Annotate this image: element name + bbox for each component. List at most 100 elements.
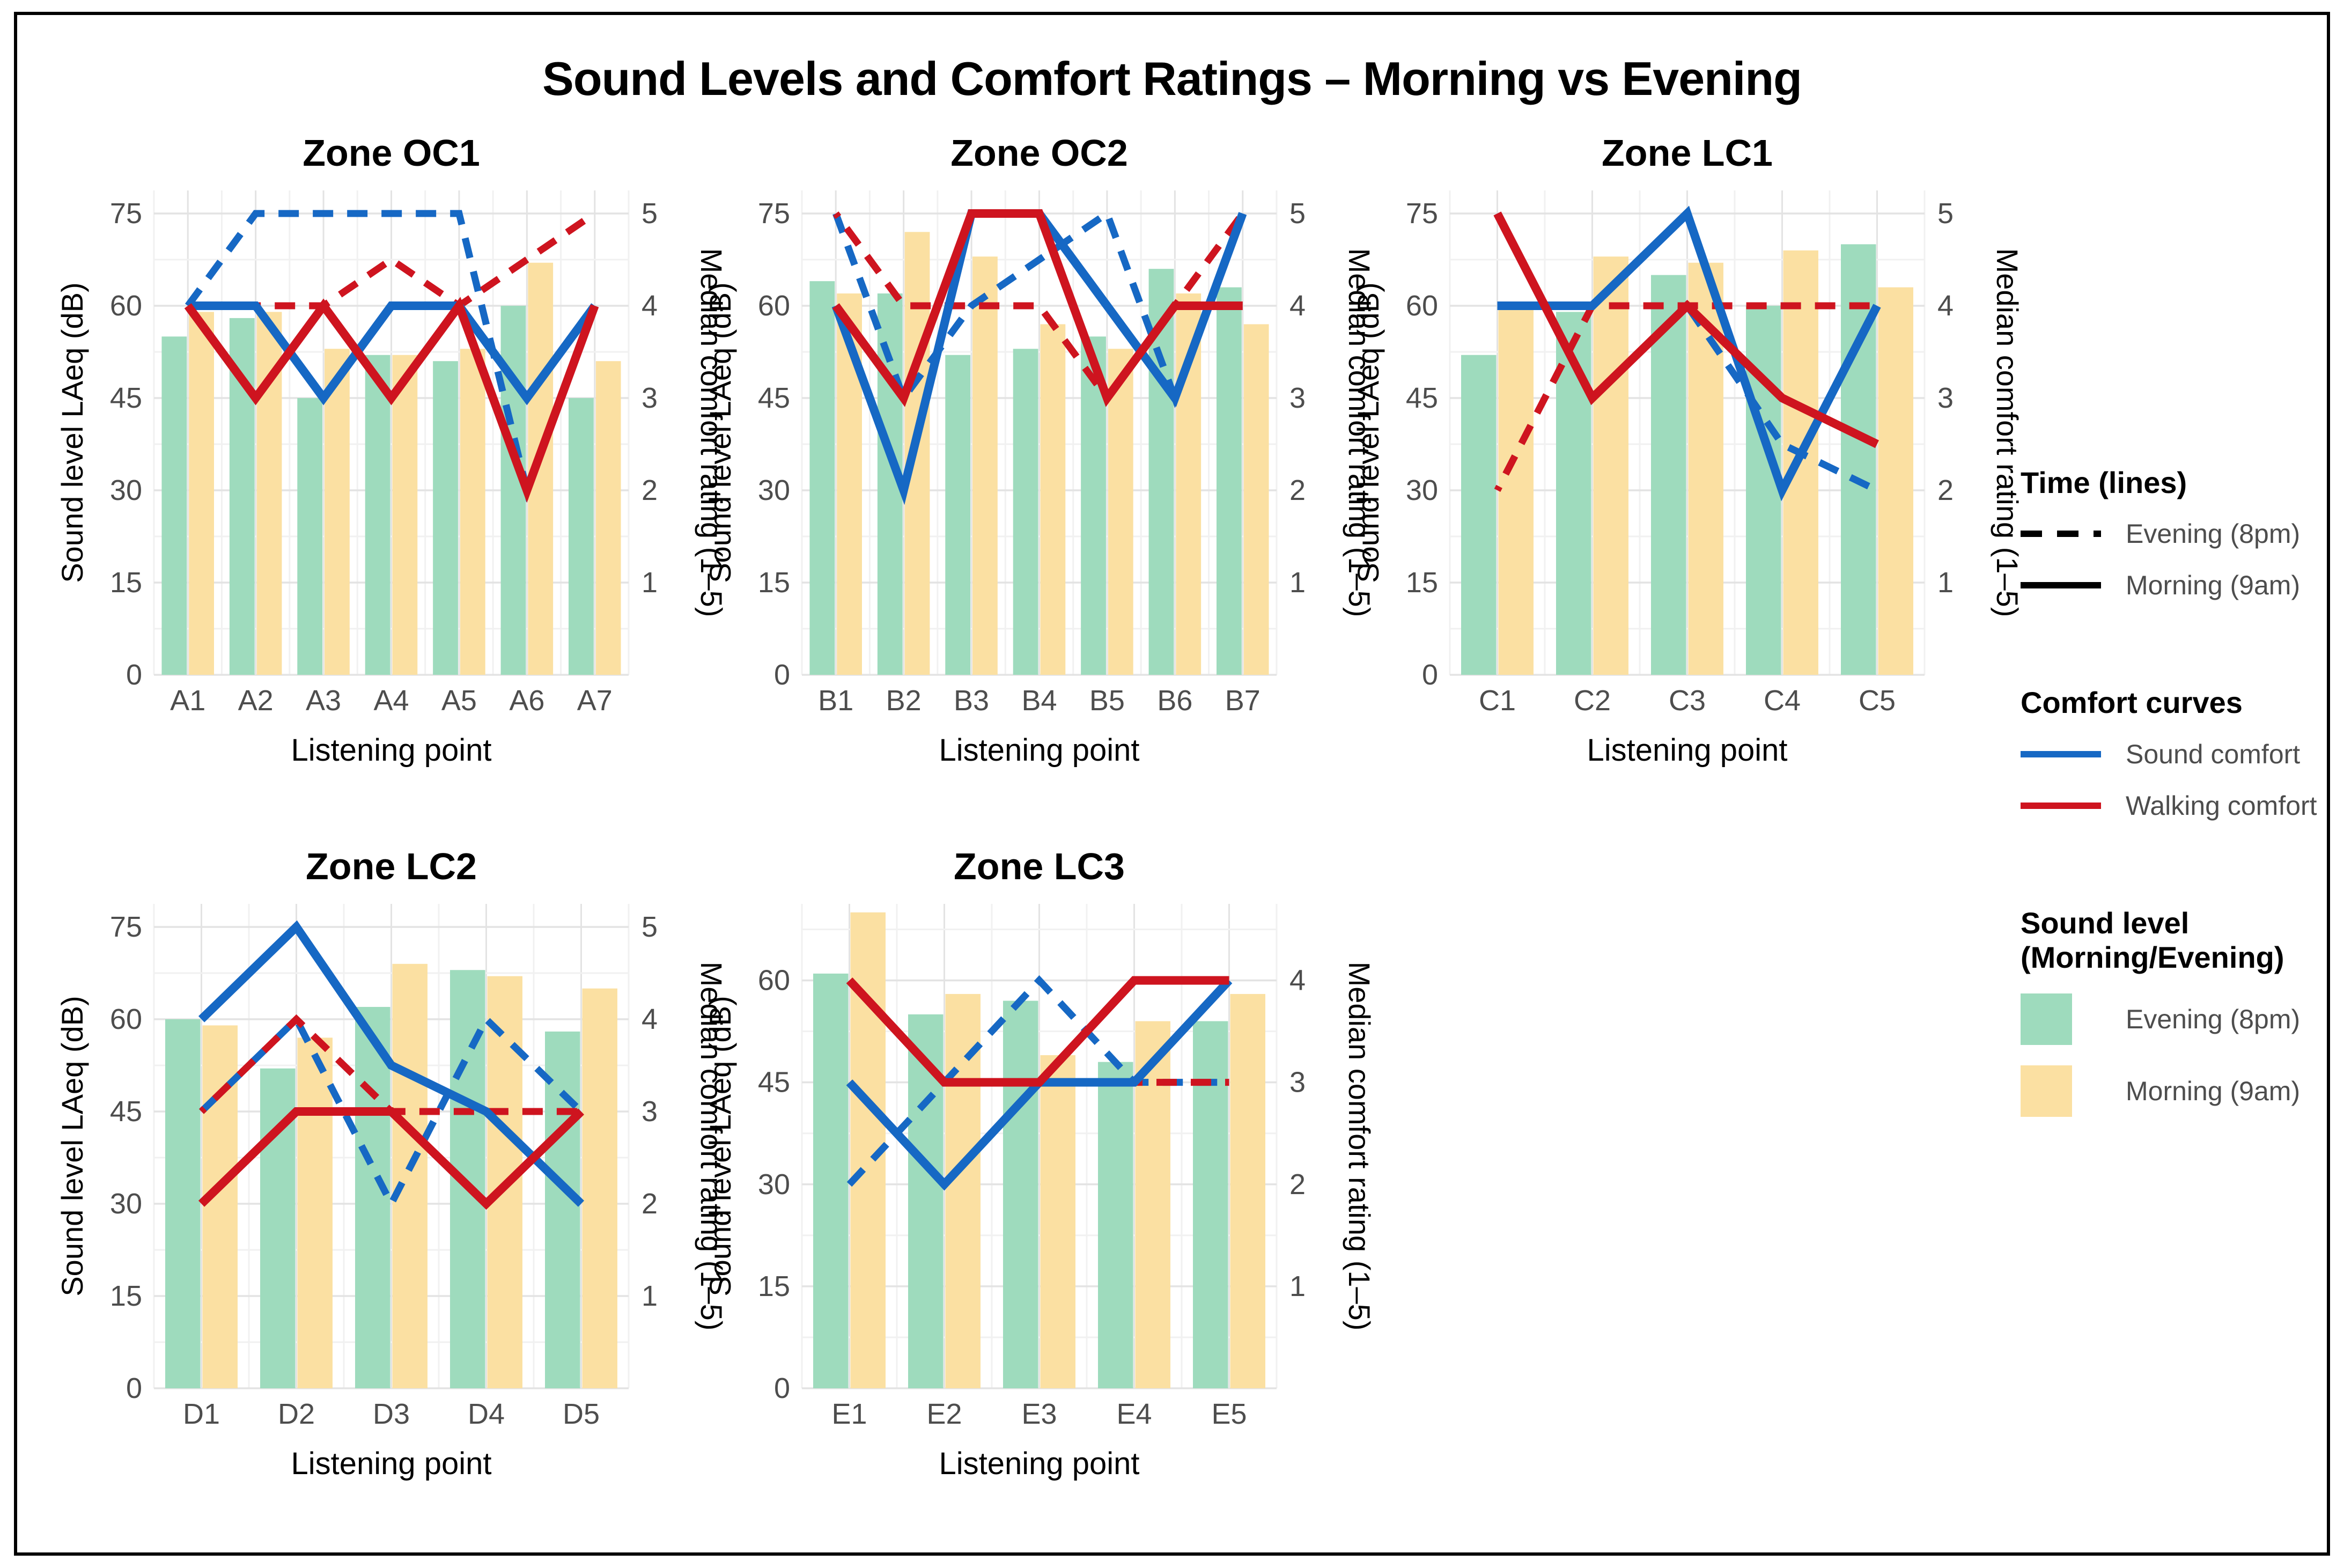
category-label: D4	[468, 1398, 505, 1430]
sound-comfort-morning-line	[188, 301, 599, 406]
legend-item-morning-bar: Morning (9am)	[2021, 1065, 2342, 1117]
category-label: B7	[1225, 684, 1261, 717]
legend: Time (lines) Evening (8pm) Morning (9am)…	[2021, 466, 2342, 1137]
figure-title: Sound Levels and Comfort Ratings – Morni…	[542, 52, 1802, 105]
evening-bar	[1746, 306, 1781, 675]
legend-sound-level-header-line2: (Morning/Evening)	[2021, 940, 2284, 975]
left-axis-tick: 75	[110, 197, 142, 230]
x-axis-title: Listening point	[291, 733, 491, 768]
category-label: A6	[509, 684, 544, 717]
category-label: B4	[1021, 684, 1057, 717]
category-label: E4	[1116, 1398, 1152, 1430]
left-axis-tick: 30	[758, 1168, 790, 1201]
right-axis-tick: 3	[642, 1095, 658, 1128]
category-label: A4	[373, 684, 409, 717]
sound-comfort-morning-line	[198, 920, 585, 1207]
left-axis-tick: 45	[758, 1066, 790, 1099]
category-label: B3	[954, 684, 989, 717]
category-label: A5	[441, 684, 477, 717]
left-axis-tick: 15	[110, 566, 142, 599]
right-axis-tick: 5	[1289, 197, 1306, 230]
left-axis-tick: 45	[1406, 382, 1438, 414]
right-axis-tick: 5	[1937, 197, 1954, 230]
category-label: E5	[1211, 1398, 1247, 1430]
blue-line-icon	[2021, 750, 2101, 757]
evening-bar	[1651, 275, 1686, 675]
evening-bar	[545, 1031, 580, 1388]
category-label: B1	[818, 684, 853, 717]
figure-frame: Sound Levels and Comfort Ratings – Morni…	[14, 12, 2330, 1556]
left-axis-tick: 15	[1406, 566, 1438, 599]
legend-sound-level-header-line1: Sound level	[2021, 906, 2190, 940]
legend-item-morning-line: Morning (9am)	[2021, 570, 2342, 601]
category-label: A3	[306, 684, 341, 717]
evening-bar	[365, 355, 390, 675]
left-axis-tick: 60	[1406, 290, 1438, 322]
right-axis-tick: 3	[1937, 382, 1954, 414]
category-label: B2	[886, 684, 922, 717]
right-axis-tick: 4	[642, 1003, 658, 1035]
x-axis-title: Listening point	[939, 733, 1139, 768]
morning-bar	[297, 1037, 333, 1388]
right-axis-title: Median comfort rating (1–5)	[695, 248, 725, 617]
right-axis-tick: 2	[1937, 474, 1954, 506]
left-axis-tick: 0	[774, 1372, 790, 1404]
evening-bar	[1013, 349, 1038, 675]
legend-label: Evening (8pm)	[2126, 1004, 2301, 1034]
category-label: A1	[170, 684, 205, 717]
morning-bar	[595, 361, 621, 675]
left-axis-tick: 30	[758, 474, 790, 506]
panel-zone-lc2: Zone LC2 0 15 30 45 60 75 1 2 3 4 5 D1 D2 D3 D4 D5 Listen…	[55, 844, 728, 1498]
left-axis-tick: 45	[110, 382, 142, 414]
dashed-line-icon	[2021, 531, 2101, 538]
category-label: C5	[1859, 684, 1896, 717]
evening-bar	[1556, 312, 1591, 675]
legend-label: Sound comfort	[2126, 739, 2301, 769]
evening-bar	[355, 1007, 390, 1388]
evening-bar	[945, 355, 971, 675]
right-axis-tick: 1	[1289, 566, 1306, 599]
category-label: D2	[278, 1398, 315, 1430]
category-label: B6	[1157, 684, 1192, 717]
evening-bar	[813, 973, 849, 1388]
legend-label: Walking comfort	[2126, 790, 2317, 821]
evening-bar	[297, 398, 323, 675]
legend-item-evening-bar: Evening (8pm)	[2021, 993, 2342, 1045]
right-axis-title: Median comfort rating (1–5)	[1343, 962, 1373, 1331]
x-axis-title: Listening point	[1587, 733, 1787, 768]
panel-zone-lc1: Zone LC1 0 15 30 45 60 75 1 2 3 4 5 C1 C2 C3 C4 C5 Listen…	[1351, 130, 2024, 785]
morning-bar	[460, 349, 485, 675]
right-axis-tick: 4	[1289, 290, 1306, 322]
left-axis-tick: 30	[110, 474, 142, 506]
evening-bar-swatch-icon	[2021, 993, 2072, 1045]
right-axis-tick: 1	[642, 566, 658, 599]
legend-time-header: Time (lines)	[2021, 466, 2187, 499]
legend-comfort-header: Comfort curves	[2021, 686, 2243, 720]
right-axis-tick: 2	[642, 474, 658, 506]
right-axis-tick: 3	[642, 382, 658, 414]
morning-bar	[1108, 349, 1133, 675]
left-axis-tick: 75	[1406, 197, 1438, 230]
category-label: E2	[926, 1398, 962, 1430]
morning-bar	[1040, 324, 1066, 675]
evening-bar	[165, 1019, 201, 1388]
category-label: D1	[183, 1398, 220, 1430]
legend-item-sound-comfort: Sound comfort	[2021, 739, 2342, 770]
panel-title: Zone LC2	[306, 845, 477, 887]
evening-bar	[1461, 355, 1497, 675]
left-axis-tick: 0	[126, 1372, 142, 1404]
right-axis-tick: 5	[642, 911, 658, 943]
evening-bar	[161, 336, 187, 675]
right-axis-tick: 4	[1289, 965, 1306, 997]
morning-bar	[945, 993, 981, 1388]
right-axis-tick: 4	[642, 290, 658, 322]
left-axis-tick: 60	[110, 290, 142, 322]
evening-bar	[1193, 1021, 1228, 1388]
category-label: C4	[1764, 684, 1801, 717]
right-axis-tick: 4	[1937, 290, 1954, 322]
panel-title: Zone OC1	[303, 132, 480, 174]
category-label: C1	[1479, 684, 1516, 717]
